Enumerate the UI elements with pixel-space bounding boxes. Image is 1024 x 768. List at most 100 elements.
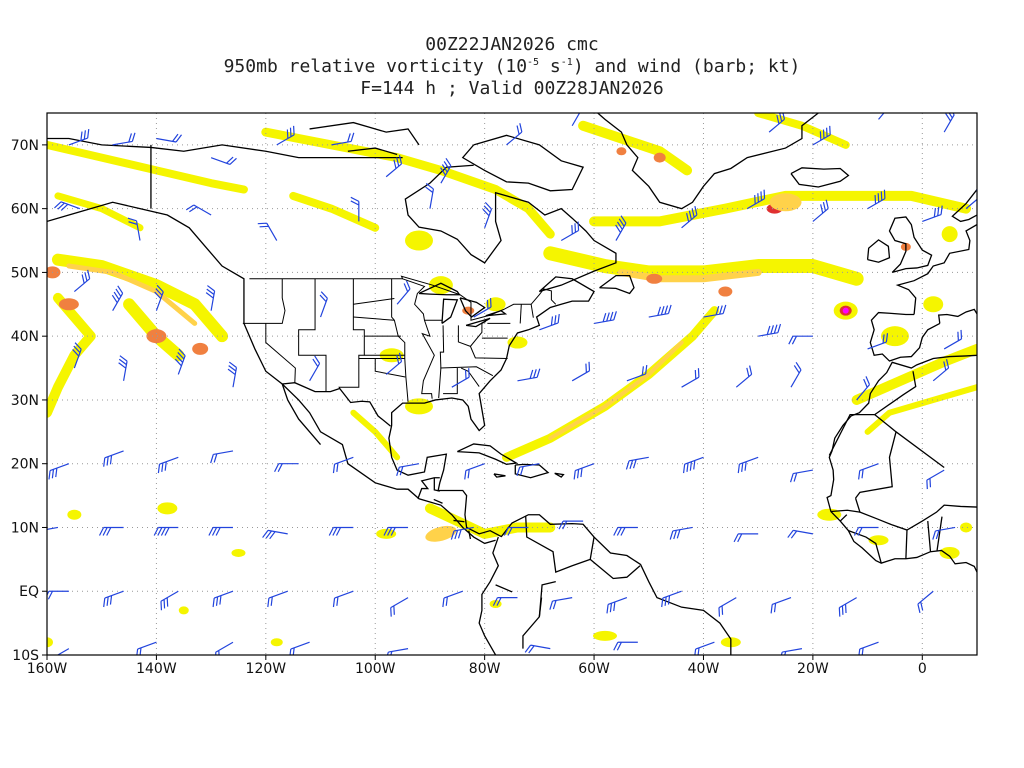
wind-barb [613, 526, 638, 536]
coastline [888, 216, 933, 274]
wind-barb [812, 199, 829, 222]
coastline [441, 298, 459, 324]
y-tick-label: 40N [11, 329, 39, 345]
vorticity-shading [47, 113, 977, 648]
wind-barb [682, 456, 704, 474]
coastline [309, 121, 420, 146]
political-border [460, 367, 480, 387]
coastline [417, 477, 440, 500]
wind-barb [112, 132, 136, 146]
y-axis: 70N 60N 50N 40N 30N 20N 10N EQ 10S [11, 138, 47, 664]
wind-barb [72, 342, 82, 369]
plot-title: 00Z22JAN2026 cmc 950mb relative vorticit… [0, 34, 1024, 100]
wind-barb [571, 113, 581, 127]
title-line-2-text-c: ) and wind (barb; kt) [572, 56, 801, 77]
wind-barb [676, 113, 678, 114]
y-tick-label: 50N [11, 265, 39, 281]
political-border [438, 325, 445, 399]
wind-barb [154, 284, 164, 311]
vorticity-blob [405, 230, 433, 251]
wind-barb [922, 205, 943, 222]
wind-barb [386, 648, 409, 655]
wind-barb [615, 215, 627, 241]
wind-barb [331, 132, 355, 146]
wind-barb [856, 376, 871, 401]
vorticity-blob [425, 525, 457, 542]
wind-barb [573, 463, 595, 480]
wind-barb [385, 155, 403, 178]
political-border [440, 366, 494, 377]
political-border [298, 278, 327, 392]
wind-barb [440, 157, 452, 184]
x-tick-label: 160W [27, 661, 68, 677]
wind-barb [274, 463, 299, 472]
coastline [937, 308, 977, 324]
vorticity-blob [769, 193, 802, 212]
wind-barb [262, 529, 288, 540]
wind-barb [215, 641, 234, 655]
x-tick-label: 80W [469, 661, 501, 677]
political-border [391, 278, 409, 402]
political-border [374, 358, 406, 378]
coastline [459, 297, 486, 318]
political-border [421, 320, 435, 399]
wind-barb [560, 221, 580, 242]
vorticity-band [502, 306, 719, 462]
wind-barb [185, 204, 212, 216]
wind-barb [790, 361, 802, 388]
wind-barb [626, 364, 648, 382]
x-tick-label: 140W [136, 661, 177, 677]
coastline [282, 382, 391, 427]
wind-barb [153, 526, 179, 536]
political-border [353, 316, 395, 321]
vorticity-blob [880, 326, 909, 347]
wind-barb [867, 189, 886, 210]
wind-barb [606, 597, 628, 614]
political-border [338, 278, 365, 389]
wind-barb [506, 123, 523, 146]
wind-barb [838, 597, 857, 617]
political-border [242, 278, 286, 324]
coastline [826, 354, 977, 573]
title-line-2-text-a: 950mb relative vorticity (10 [223, 56, 528, 77]
political-border [353, 298, 395, 305]
wind-barb [733, 533, 759, 543]
wind-barb [118, 355, 128, 381]
coastline [855, 414, 897, 499]
political-border [530, 304, 534, 318]
wind-barb [257, 222, 278, 241]
vorticity-blob [157, 502, 178, 515]
coastline [47, 201, 496, 545]
coastline [599, 274, 635, 295]
wind-barb [111, 285, 124, 311]
vorticity-blob [960, 522, 973, 533]
wind-barb [524, 644, 551, 654]
wind-barb [157, 456, 179, 474]
wind-barb [319, 291, 328, 318]
vorticity-blob [178, 606, 189, 615]
wind-barb [932, 359, 950, 382]
wind-barb [735, 365, 753, 388]
wind-barb [464, 463, 485, 480]
vorticity-blob [646, 273, 663, 284]
wind-barb [648, 304, 672, 318]
coastline [433, 477, 440, 492]
title-line-1: 00Z22JAN2026 cmc [425, 34, 599, 55]
vorticity-blob [507, 336, 528, 349]
wind-barb [103, 590, 124, 608]
wind-barb [517, 368, 541, 382]
vorticity-band [864, 384, 977, 435]
x-tick-label: 0 [918, 661, 927, 677]
wind-barb [516, 463, 540, 476]
coastline [828, 413, 875, 456]
x-tick-label: 120W [246, 661, 287, 677]
coastline [936, 516, 943, 551]
wind-barb [943, 329, 963, 350]
wind-barb [746, 189, 766, 210]
vorticity-band [66, 263, 198, 326]
wind-barb [396, 280, 411, 305]
vorticity-band [578, 120, 693, 176]
wind-barb [451, 368, 470, 388]
wind-barb [718, 597, 737, 617]
wind-barbs [47, 113, 977, 655]
